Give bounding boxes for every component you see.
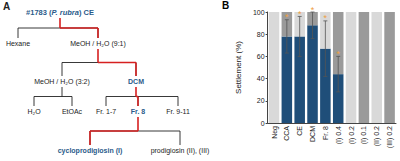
svg-text:DCM: DCM xyxy=(128,78,144,85)
svg-text:(I) 0.4: (I) 0.4 xyxy=(335,126,343,144)
svg-text:Hexane: Hexane xyxy=(6,40,30,47)
svg-text:H₂O: H₂O xyxy=(27,108,41,115)
svg-text:CCA: CCA xyxy=(283,126,290,141)
svg-text:(III) 0.2: (III) 0.2 xyxy=(386,126,394,148)
svg-text:80: 80 xyxy=(257,31,265,38)
svg-text:*: * xyxy=(324,13,328,23)
svg-text:0: 0 xyxy=(261,120,265,127)
svg-text:DCM: DCM xyxy=(309,126,316,142)
svg-text:(I) 0.2: (I) 0.2 xyxy=(348,126,356,144)
svg-text:EtOAc: EtOAc xyxy=(62,108,83,115)
svg-text:100: 100 xyxy=(253,9,265,16)
svg-text:20: 20 xyxy=(257,97,265,104)
svg-text:Settlement (%): Settlement (%) xyxy=(234,41,243,94)
svg-text:*: * xyxy=(298,9,302,19)
svg-text:Fr. 9-11: Fr. 9-11 xyxy=(166,108,190,115)
svg-text:prodigiosin (II), (III): prodigiosin (II), (III) xyxy=(151,147,210,155)
svg-text:*: * xyxy=(336,49,340,59)
svg-text:A: A xyxy=(3,1,10,12)
svg-text:cycloprodigiosin (I): cycloprodigiosin (I) xyxy=(58,147,123,155)
svg-text:Fr. 8: Fr. 8 xyxy=(322,126,329,140)
svg-text:*: * xyxy=(311,5,315,15)
svg-text:Neg: Neg xyxy=(271,126,279,139)
svg-text:Fr. 1-7: Fr. 1-7 xyxy=(96,108,116,115)
svg-text:60: 60 xyxy=(257,53,265,60)
svg-text:CE: CE xyxy=(296,126,303,136)
svg-text:*: * xyxy=(285,12,289,22)
svg-text:MeOH / H₂O (3:2): MeOH / H₂O (3:2) xyxy=(34,78,90,86)
svg-text:Fr. 8: Fr. 8 xyxy=(131,108,146,115)
svg-text:(II) 0.2: (II) 0.2 xyxy=(373,126,381,146)
svg-text:#1783 (P. rubra) CE: #1783 (P. rubra) CE xyxy=(26,8,94,17)
html-text:B: B xyxy=(222,0,230,11)
svg-text:40: 40 xyxy=(257,75,265,82)
svg-text:(I) 0.1: (I) 0.1 xyxy=(360,126,368,144)
svg-text:MeOH / H₂O (9:1): MeOH / H₂O (9:1) xyxy=(70,40,126,48)
